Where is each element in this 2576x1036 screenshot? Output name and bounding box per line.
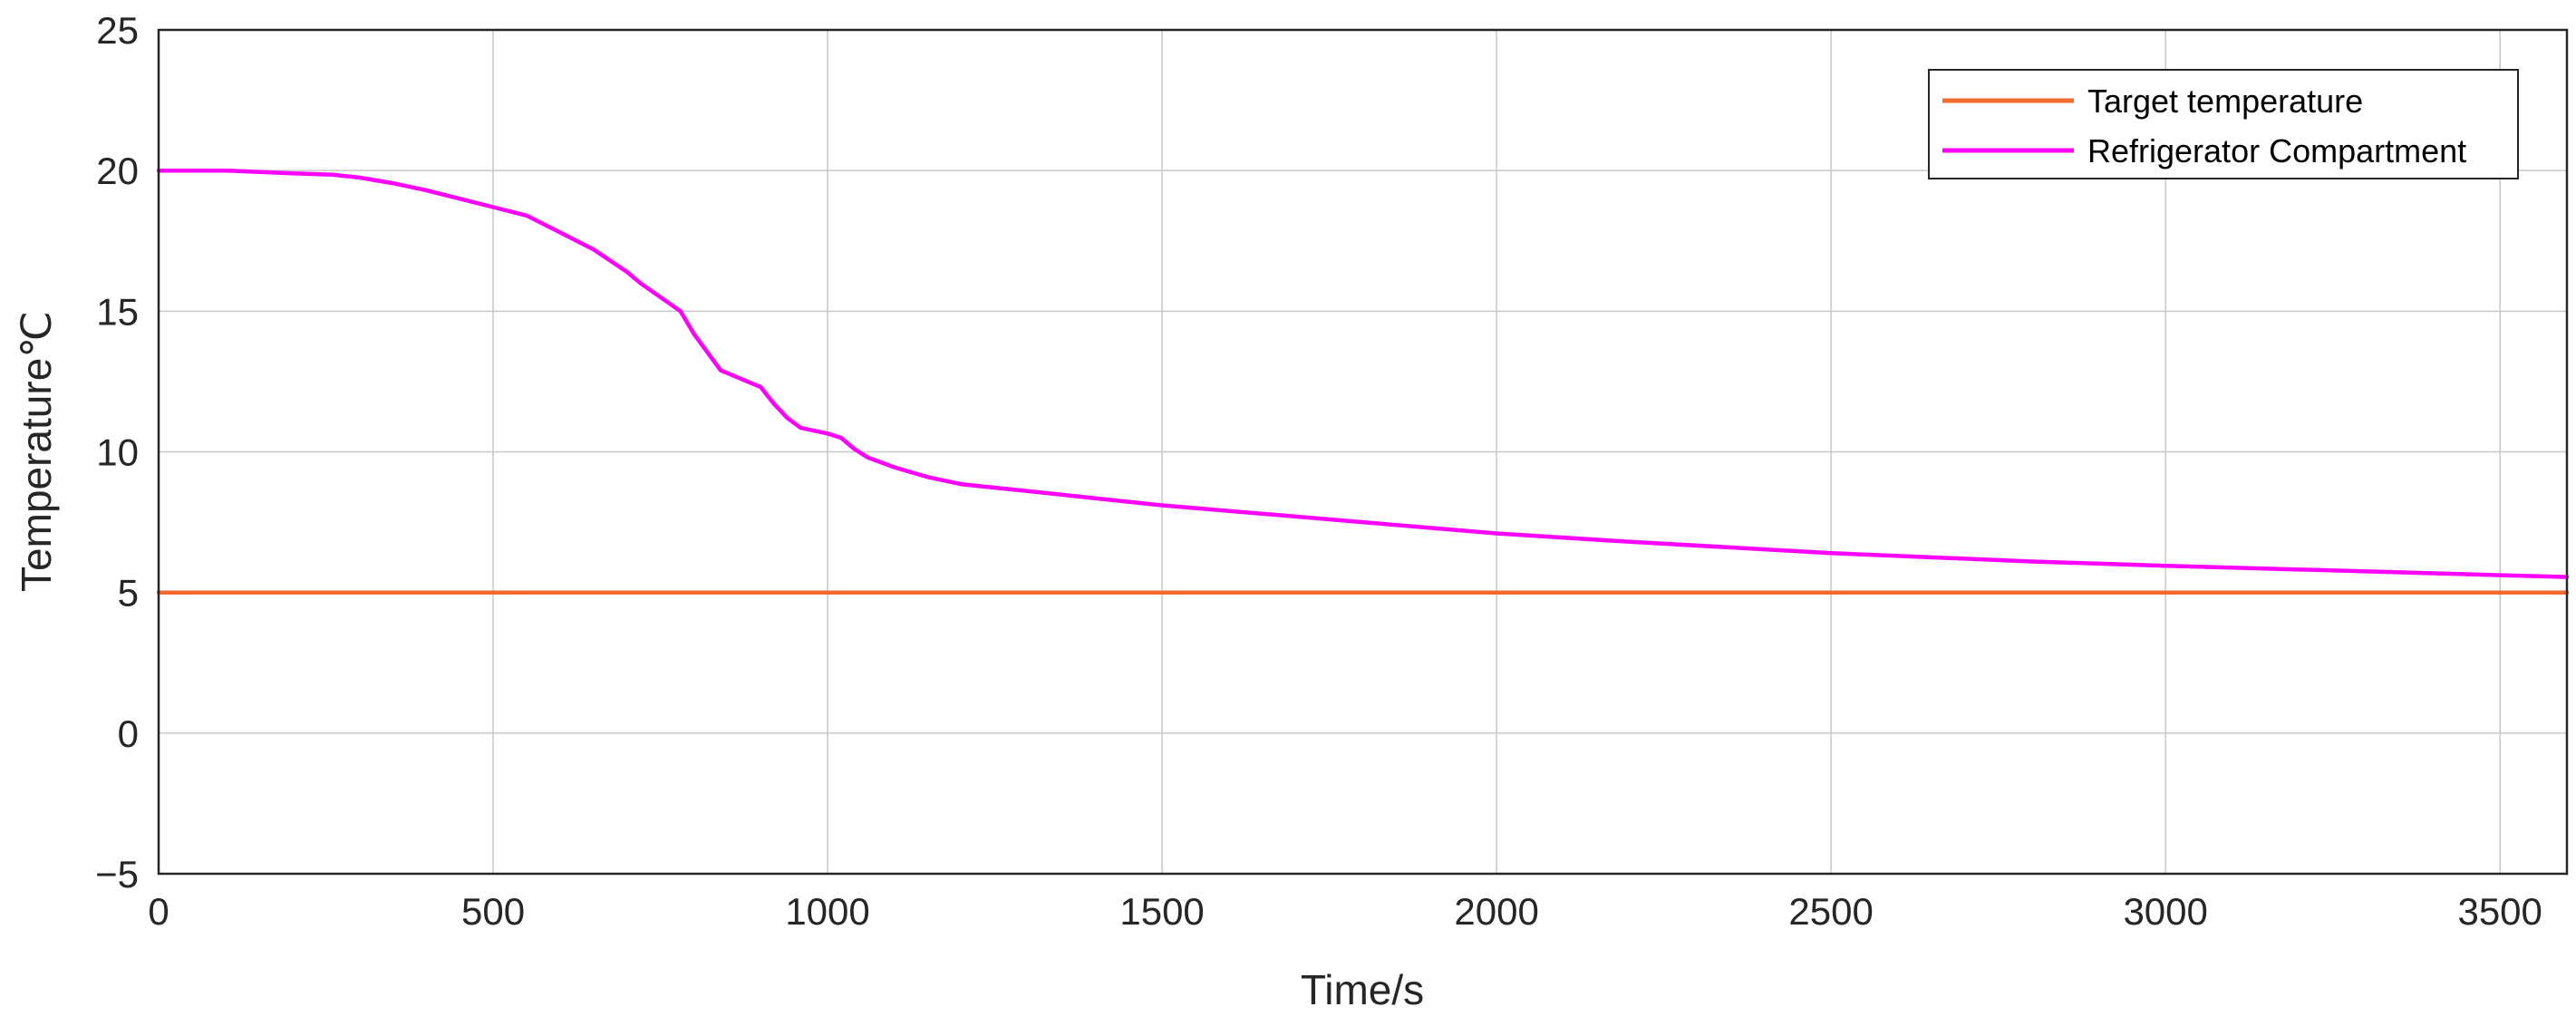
y-tick-labels: −5 0 5 10 15 20 25 [95, 9, 139, 896]
x-tick-labels: 0 500 1000 1500 2000 2500 3000 3500 [148, 890, 2542, 933]
y-tick-label-10: 10 [96, 431, 139, 474]
x-tick-label-0: 0 [148, 890, 169, 933]
legend-label-target-temperature: Target temperature [2087, 82, 2363, 120]
legend-box [1928, 69, 2519, 179]
plot-frame [157, 28, 2569, 876]
x-tick-label-2000: 2000 [1454, 890, 1538, 933]
y-tick-label-0: 0 [118, 712, 139, 755]
x-tick-label-500: 500 [461, 890, 525, 933]
y-tick-label--5: −5 [95, 853, 139, 896]
y-tick-label-25: 25 [96, 9, 139, 52]
x-axis-title: Time/s [1301, 966, 1424, 1013]
x-tick-label-2500: 2500 [1788, 890, 1873, 933]
x-tick-label-1000: 1000 [785, 890, 869, 933]
x-tick-label-3000: 3000 [2123, 890, 2207, 933]
series-line-refrigerator-compartment [156, 168, 2570, 579]
legend: Target temperature Refrigerator Compartm… [1928, 69, 2519, 179]
x-tick-label-3500: 3500 [2457, 890, 2542, 933]
legend-label-refrigerator-compartment: Refrigerator Compartment [2087, 132, 2466, 169]
y-tick-label-20: 20 [96, 150, 139, 192]
y-axis-title: Temperature℃ [13, 311, 60, 592]
y-tick-label-5: 5 [118, 572, 139, 615]
y-tick-label-15: 15 [96, 290, 139, 333]
series-layer [156, 168, 2570, 595]
x-tick-label-1500: 1500 [1119, 890, 1204, 933]
